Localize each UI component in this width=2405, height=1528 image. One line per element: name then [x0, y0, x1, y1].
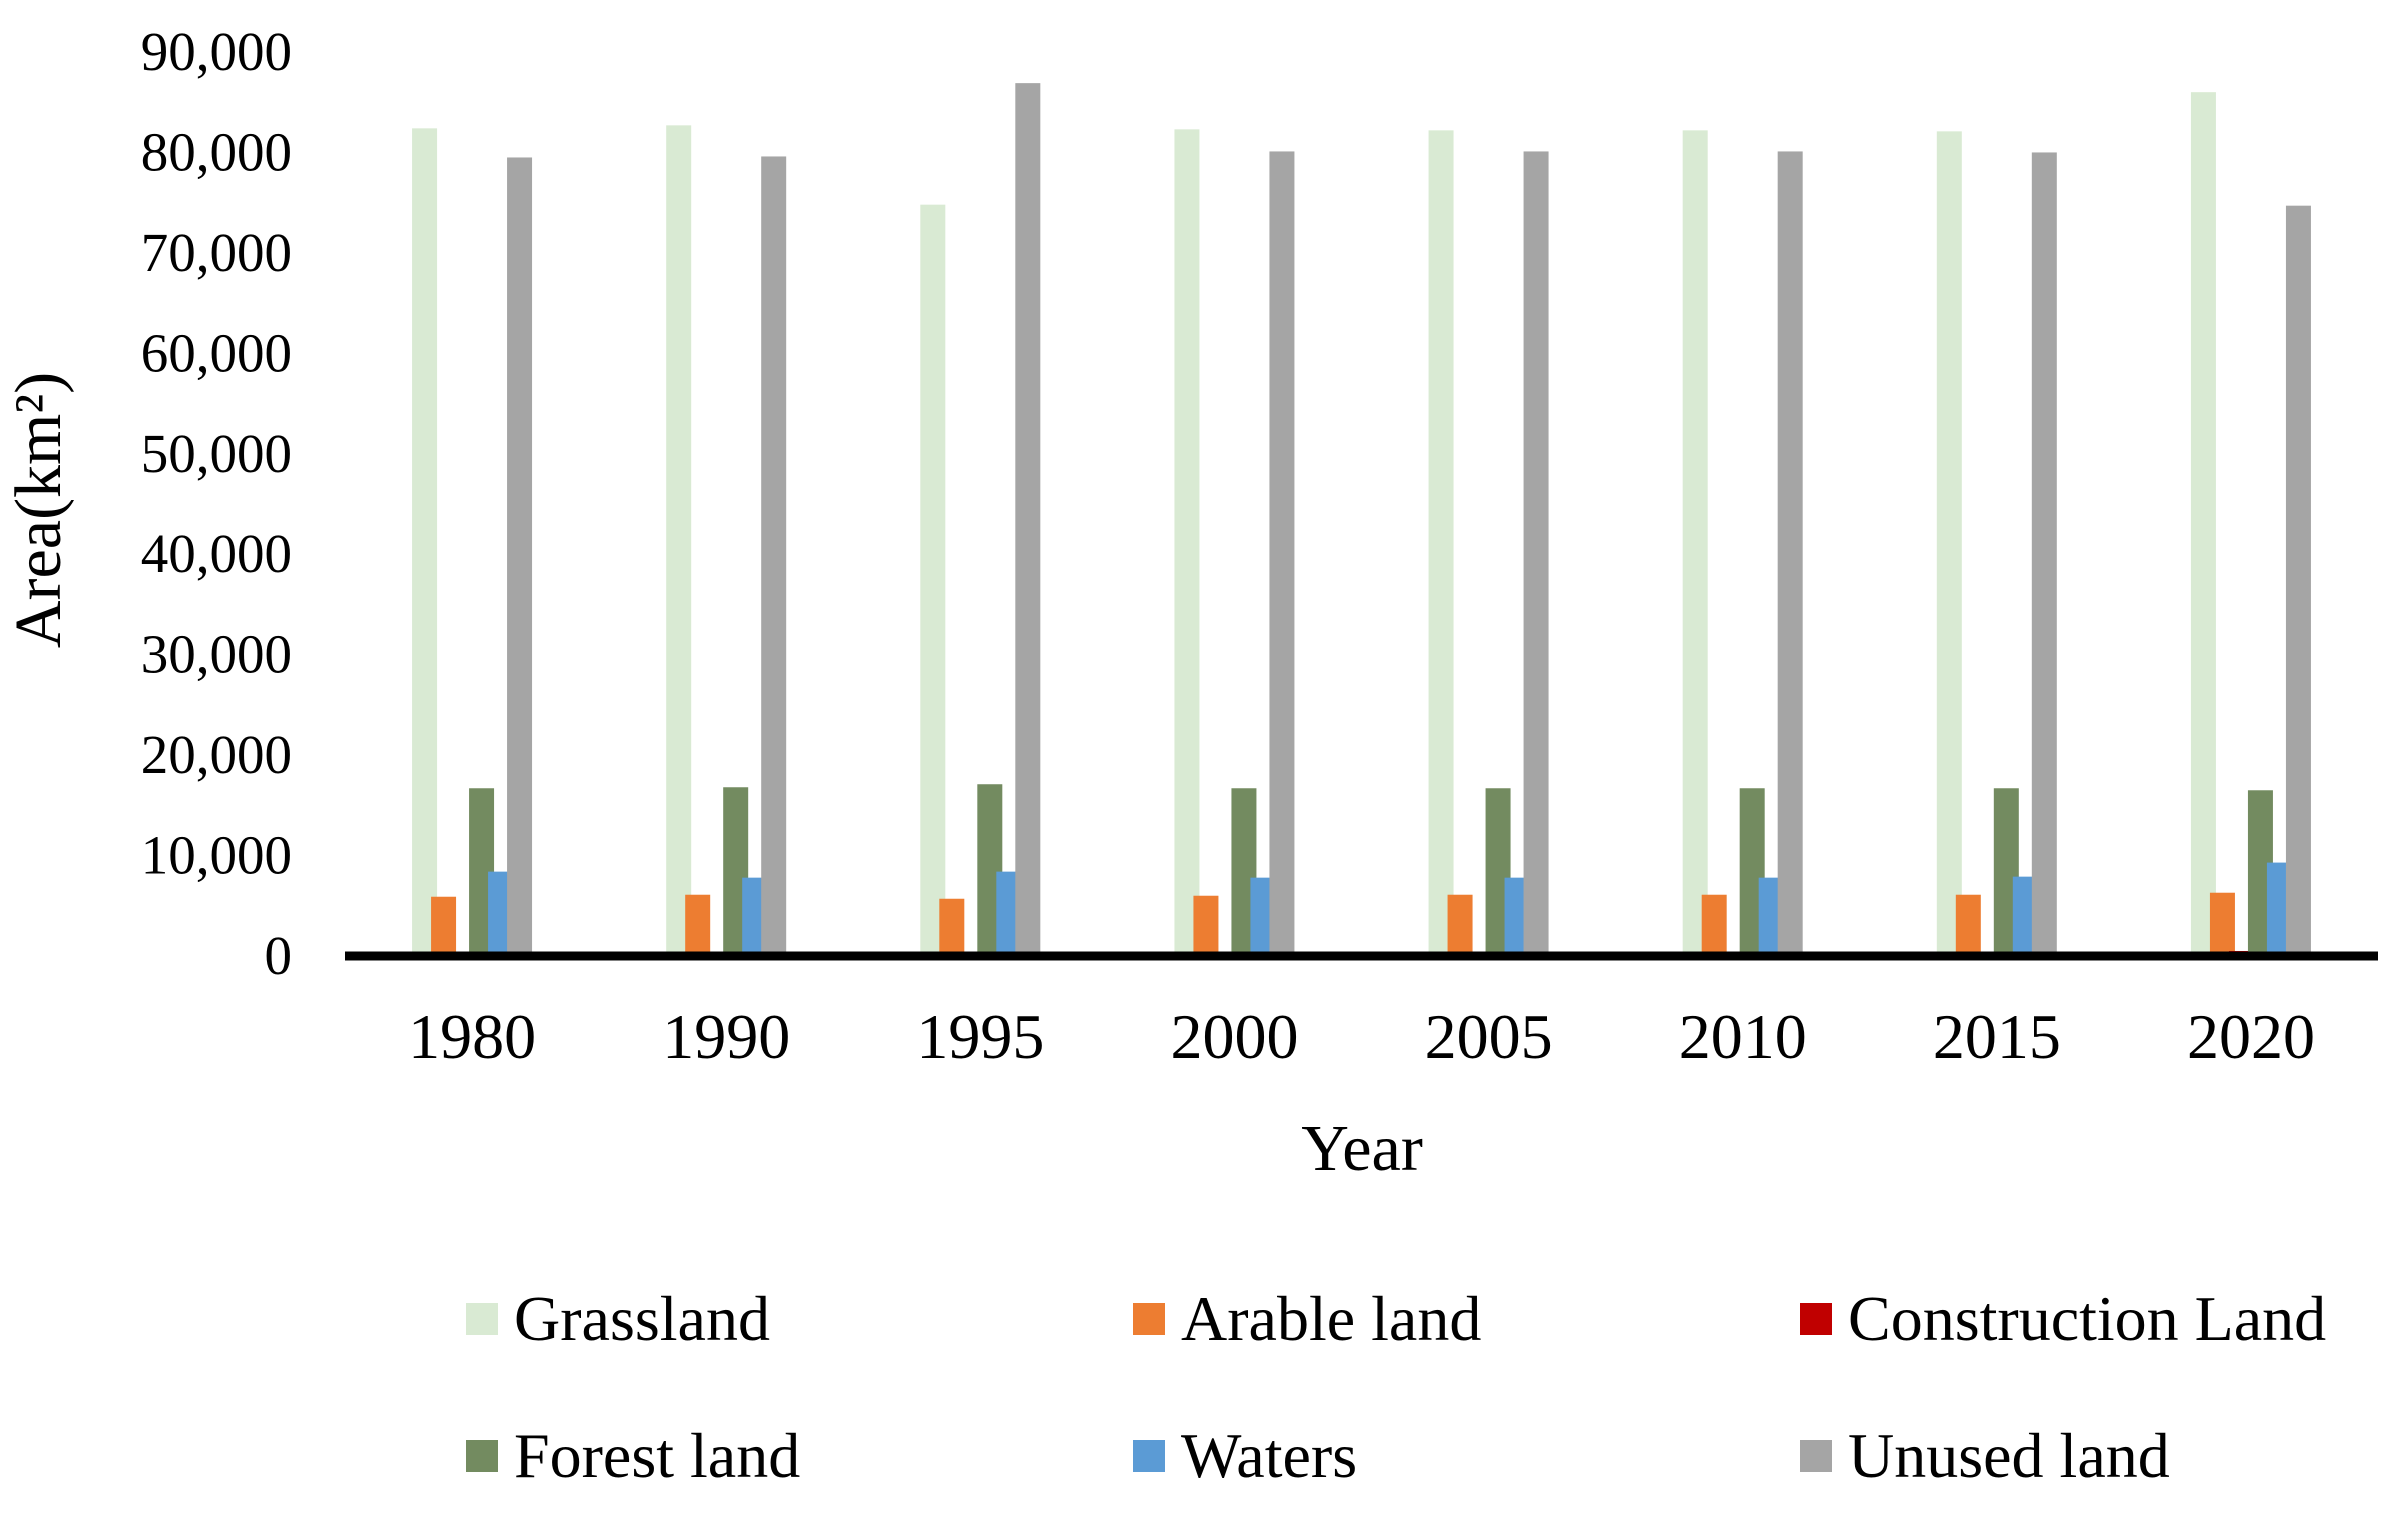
y-tick-label: 30,000 — [141, 624, 292, 685]
legend-swatch-arable-land — [1133, 1303, 1165, 1335]
bar-grassland-2005 — [1428, 130, 1454, 956]
bar-arable-land-2000 — [1193, 895, 1219, 956]
legend-swatch-construction-land — [1800, 1303, 1832, 1335]
y-tick-label: 80,000 — [141, 121, 292, 182]
y-tick-label: 60,000 — [141, 322, 292, 383]
bar-grassland-1980 — [412, 128, 438, 957]
x-tick-label: 1980 — [408, 1001, 536, 1072]
bar-arable-land-2005 — [1447, 894, 1473, 956]
bar-grassland-1995 — [920, 204, 946, 957]
bar-unused-land-2010 — [1777, 151, 1803, 956]
y-axis-title: Area(km²) — [2, 372, 75, 648]
legend-label-construction-land: Construction Land — [1848, 1283, 2326, 1354]
legend-label-unused-land: Unused land — [1848, 1420, 2170, 1491]
legend: Grassland Arable land Construction Land For… — [466, 1283, 2326, 1491]
bar-unused-land-2020 — [2285, 205, 2311, 956]
y-tick-label: 0 — [265, 925, 293, 986]
y-tick-label: 50,000 — [141, 423, 292, 484]
bar-unused-land-2015 — [2031, 152, 2057, 956]
x-tick-label: 2000 — [1170, 1001, 1298, 1072]
bar-unused-land-1980 — [507, 157, 533, 956]
legend-swatch-grassland — [466, 1303, 498, 1335]
bar-arable-land-2010 — [1701, 894, 1727, 956]
legend-label-forest-land: Forest land — [514, 1420, 800, 1491]
x-tick-label: 2010 — [1679, 1001, 1807, 1072]
legend-label-waters: Waters — [1181, 1420, 1357, 1491]
bar-grassland-2010 — [1682, 130, 1708, 956]
x-tick-label: 2020 — [2187, 1001, 2315, 1072]
y-tick-label: 10,000 — [141, 825, 292, 886]
x-tick-label: 1995 — [916, 1001, 1044, 1072]
bar-unused-land-1990 — [761, 156, 787, 956]
bar-unused-land-2005 — [1523, 151, 1549, 956]
bar-grassland-2000 — [1174, 129, 1200, 956]
x-tick-label: 1990 — [662, 1001, 790, 1072]
legend-label-arable-land: Arable land — [1181, 1283, 1481, 1354]
y-tick-label: 40,000 — [141, 523, 292, 584]
bar-grassland-2015 — [1936, 131, 1962, 957]
bar-arable-land-1990 — [685, 894, 711, 956]
legend-label-grassland: Grassland — [514, 1283, 770, 1354]
bar-arable-land-2020 — [2209, 892, 2235, 956]
legend-swatch-unused-land — [1800, 1440, 1832, 1472]
x-axis-title: Year — [1301, 1112, 1423, 1185]
y-tick-label: 20,000 — [141, 724, 292, 785]
bars — [412, 83, 2311, 957]
bar-unused-land-1995 — [1015, 83, 1041, 957]
bar-arable-land-1980 — [431, 896, 457, 956]
x-tick-label: 2015 — [1933, 1001, 2061, 1072]
bar-grassland-1990 — [666, 125, 692, 956]
legend-swatch-forest-land — [466, 1440, 498, 1472]
bar-grassland-2020 — [2190, 92, 2216, 956]
y-axis-tick-labels: 0 10,000 20,000 30,000 40,000 50,000 60,000 70,… — [141, 21, 292, 986]
bar-arable-land-2015 — [1955, 894, 1981, 956]
y-tick-label: 70,000 — [141, 222, 292, 283]
bar-unused-land-2000 — [1269, 151, 1295, 956]
bar-arable-land-1995 — [939, 898, 965, 956]
x-tick-label: 2005 — [1425, 1001, 1553, 1072]
legend-swatch-waters — [1133, 1440, 1165, 1472]
x-axis-tick-labels: 1980 1990 1995 2000 2005 2010 2015 2020 — [408, 1001, 2315, 1072]
y-tick-label: 90,000 — [141, 21, 292, 82]
